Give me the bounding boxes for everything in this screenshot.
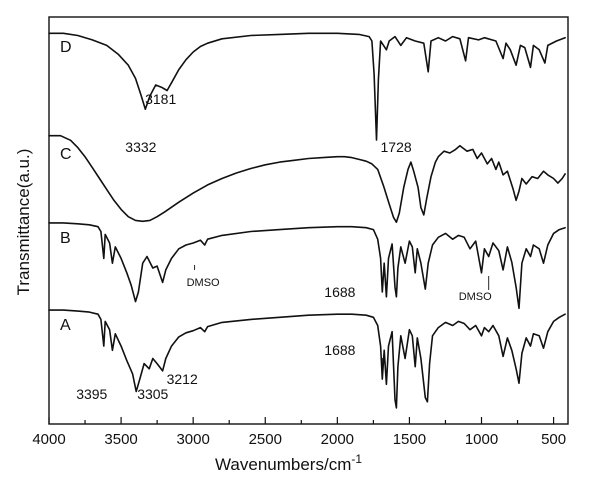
peak-annotation-3212: 3212	[167, 371, 198, 387]
x-tick-label-500: 500	[541, 431, 566, 448]
series-label-d: D	[60, 39, 72, 56]
peak-annotation-3395: 3395	[76, 386, 107, 402]
peak-annotation-1688: 1688	[324, 284, 355, 300]
plot-frame	[48, 16, 569, 425]
x-tick-label-1000: 1000	[465, 431, 498, 448]
peak-annotation-3305: 3305	[137, 386, 168, 402]
y-axis-title: Transmittance(a.u.)	[14, 149, 33, 296]
x-axis-ticks: 4000 3500 3000 2500 2000 1500 1000 500	[32, 417, 566, 448]
spectrum-line-a	[48, 309, 566, 409]
x-tick-label-3500: 3500	[104, 431, 137, 448]
x-tick-label-4000: 4000	[32, 431, 65, 448]
peak-annotation-3332: 3332	[125, 139, 156, 155]
peak-annotation-3181: 3181	[145, 91, 176, 107]
peak-annotation-dmso: DMSO	[187, 277, 220, 289]
peak-annotation-1688: 1688	[324, 342, 355, 358]
x-tick-label-3000: 3000	[176, 431, 209, 448]
spectra-group: D C B A	[48, 32, 566, 409]
series-label-a: A	[60, 317, 71, 334]
x-tick-label-2500: 2500	[249, 431, 282, 448]
peak-annotation-dmso: DMSO	[459, 291, 492, 303]
x-axis-title-text: Wavenumbers/cm	[215, 455, 351, 474]
x-axis-title: Wavenumbers/cm-1	[215, 452, 362, 474]
x-tick-label-1500: 1500	[393, 431, 426, 448]
spectrum-line-c	[48, 134, 566, 223]
series-label-c: C	[60, 146, 72, 163]
spectrum-line-b	[48, 222, 566, 310]
x-tick-label-2000: 2000	[321, 431, 354, 448]
x-axis-title-superscript: -1	[351, 452, 362, 466]
series-label-b: B	[60, 230, 71, 247]
peak-annotation-1728: 1728	[381, 139, 412, 155]
spectrum-line-d	[48, 32, 566, 141]
